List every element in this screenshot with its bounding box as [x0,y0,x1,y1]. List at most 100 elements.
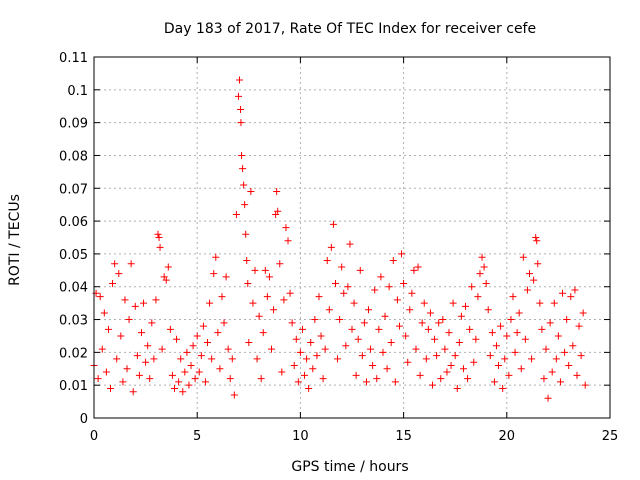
data-point [464,375,472,383]
data-point [567,293,575,301]
data-point [181,368,189,376]
data-point [156,243,164,251]
data-point [284,237,292,245]
data-point [379,348,387,356]
y-tick-label: 0.11 [59,51,88,66]
data-point [301,371,309,379]
data-point [408,289,416,297]
data-point [313,352,321,360]
data-point [125,316,133,324]
data-point [247,188,255,196]
data-point [226,375,234,383]
data-point [109,279,117,287]
data-point [350,299,358,307]
data-point [577,352,585,360]
data-point [102,368,110,376]
data-point [232,211,240,219]
data-point [135,371,143,379]
data-point [155,234,163,241]
data-point [237,106,245,114]
data-point [173,335,181,343]
data-point [486,352,494,360]
data-point [239,165,247,173]
y-tick-label: 0.03 [59,314,88,329]
data-point [152,296,160,304]
data-point [129,388,137,396]
data-point [274,207,282,215]
data-point [445,329,453,337]
data-point [414,263,422,271]
data-points [90,76,589,402]
data-point [195,368,203,376]
data-point [433,352,441,360]
data-point [346,240,354,248]
data-point [228,355,236,363]
data-point [140,299,148,307]
data-point [393,296,401,304]
data-point [270,306,278,314]
data-point [437,375,445,383]
data-point [94,375,102,383]
data-point [216,365,224,373]
y-axis: 0 0.01 0.02 0.03 0.04 0.05 0.06 0.07 0.08 0.09 0.1… [59,51,610,427]
x-tick-label: 20 [499,429,516,444]
data-point [197,352,205,360]
y-tick-label: 0 [80,412,88,427]
data-point [338,263,346,271]
data-point [177,355,185,363]
data-point [170,384,178,392]
data-point [552,355,560,363]
data-point [311,316,319,324]
data-point [115,270,123,278]
data-point [571,286,579,294]
data-point [533,237,541,245]
data-point [331,279,339,287]
data-point [286,289,294,297]
data-point [166,325,174,333]
y-tick-label: 0.07 [59,182,88,197]
data-point [201,378,209,386]
data-point [402,332,410,340]
data-point [298,325,306,333]
data-point [476,270,484,278]
data-point [561,348,569,356]
data-point [546,319,554,327]
data-point [556,378,564,386]
data-point [482,279,490,287]
data-point [532,234,540,241]
data-point [278,368,286,376]
data-point [426,309,434,317]
data-point [344,283,352,291]
data-point [389,256,397,264]
y-tick-label: 0.06 [59,215,88,230]
data-point [245,339,253,347]
data-point [523,286,531,294]
data-point [575,322,583,330]
data-point [530,276,538,284]
data-point [257,375,265,383]
data-point [416,371,424,379]
data-point [253,355,261,363]
data-point [98,345,106,353]
data-point [303,355,311,363]
data-point [542,345,550,353]
y-tick-label: 0.09 [59,117,88,132]
x-tick-label: 25 [602,429,619,444]
data-point [548,368,556,376]
data-point [354,335,362,343]
data-point [268,345,276,353]
data-point [241,201,249,209]
data-point [292,335,300,343]
data-point [107,384,115,392]
data-point [251,266,259,274]
data-point [468,283,476,291]
data-point [490,378,498,386]
data-point [410,266,418,274]
grid [94,57,610,418]
data-point [348,325,356,333]
data-point [199,322,207,330]
data-point [325,306,333,314]
data-point [276,260,284,268]
data-point [579,309,587,317]
data-point [294,378,302,386]
